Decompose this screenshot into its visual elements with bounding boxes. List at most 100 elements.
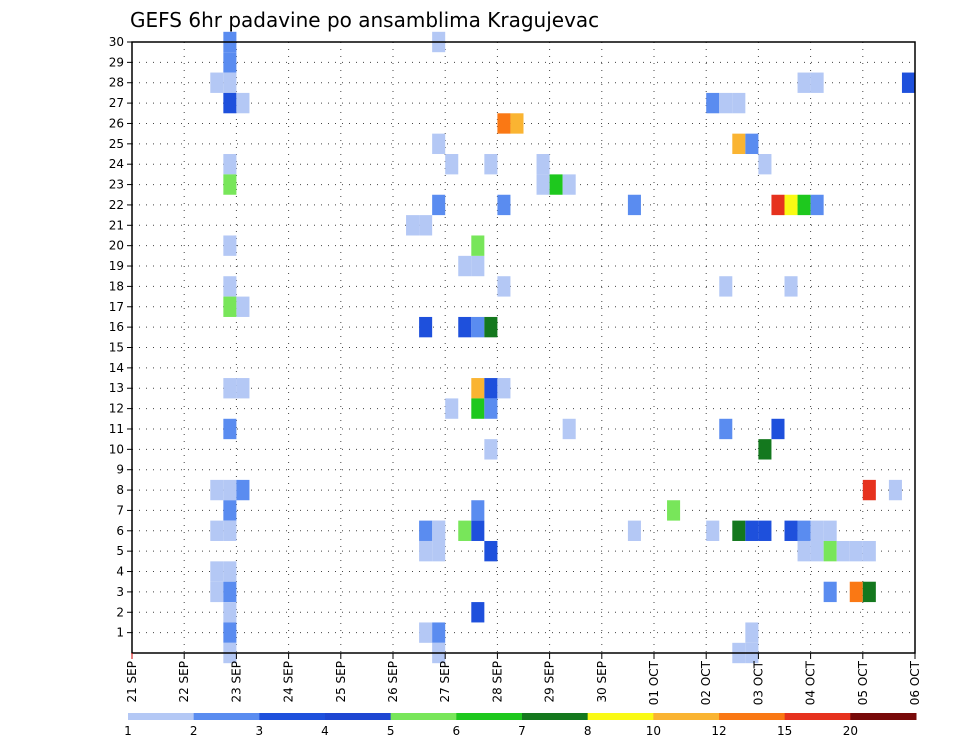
cell [627, 194, 641, 216]
cell [419, 520, 433, 541]
cell [458, 316, 472, 338]
cell [223, 235, 237, 256]
cell [745, 133, 759, 155]
cell [810, 72, 824, 93]
y-tick-label: 30 [109, 35, 124, 49]
y-tick-label: 2 [116, 605, 124, 619]
cell [862, 581, 876, 603]
cell [223, 174, 237, 195]
y-tick-label: 15 [109, 341, 124, 355]
x-tick-label: 05 OCT [856, 660, 870, 705]
x-tick-label: 22 SEP [177, 661, 191, 703]
y-tick-label: 12 [109, 402, 124, 416]
cell [771, 194, 785, 216]
cell [445, 398, 459, 419]
cell [210, 561, 224, 582]
cell [797, 540, 811, 562]
cell [432, 622, 446, 643]
y-tick-label: 5 [116, 544, 124, 558]
cell [510, 113, 524, 134]
colorbar-segment [653, 713, 720, 720]
y-axis: 1234567891011121314151617181920212223242… [109, 35, 132, 640]
colorbar-segment [784, 713, 851, 720]
colorbar-segment [522, 713, 589, 720]
cell [223, 296, 237, 317]
cell [223, 72, 237, 93]
cell [484, 398, 498, 419]
y-tick-label: 16 [109, 320, 124, 334]
x-tick-label: 04 OCT [804, 660, 818, 705]
cell [562, 418, 576, 440]
cell [732, 133, 746, 155]
cell [849, 540, 863, 562]
y-tick-label: 6 [116, 524, 124, 538]
cell [223, 418, 237, 440]
colorbar-label: 8 [584, 724, 592, 738]
cell [210, 520, 224, 541]
cell [210, 479, 224, 501]
cell [432, 194, 446, 216]
cell [497, 113, 511, 134]
colorbar-label: 5 [387, 724, 395, 738]
colorbar-label: 2 [190, 724, 198, 738]
y-tick-label: 28 [109, 76, 124, 90]
cell [784, 276, 798, 297]
cell [223, 602, 237, 623]
cell [484, 540, 498, 562]
cell [627, 520, 641, 541]
cell [419, 316, 433, 338]
cell [771, 418, 785, 440]
x-tick-label: 27 SEP [438, 661, 452, 703]
y-tick-label: 26 [109, 116, 124, 130]
cell [732, 92, 746, 114]
colorbar-segment [128, 713, 195, 720]
x-tick-label: 24 SEP [282, 661, 296, 703]
cell [471, 398, 485, 419]
colorbar-label: 4 [321, 724, 329, 738]
colorbar-segment [325, 713, 392, 720]
cell [888, 479, 902, 501]
colorbar-label: 15 [777, 724, 792, 738]
y-tick-label: 8 [116, 483, 124, 497]
cell [758, 439, 772, 460]
cell [719, 92, 733, 114]
x-tick-label: 29 SEP [543, 661, 557, 703]
cell [497, 194, 511, 216]
cell [471, 602, 485, 623]
x-tick-label: 21 SEP [125, 661, 139, 703]
y-tick-label: 1 [116, 626, 124, 640]
x-axis: 21 SEP 22 SEP 23 SEP 24 SEP 25 SEP 26 SEP 27 S… [125, 653, 922, 705]
cell [210, 72, 224, 93]
colorbar-segment [850, 713, 917, 720]
cell [445, 154, 459, 175]
cell [210, 581, 224, 603]
cell [823, 540, 837, 562]
cell [862, 479, 876, 501]
y-tick-label: 18 [109, 279, 124, 293]
cell [236, 479, 250, 501]
cell [667, 500, 681, 521]
colorbar: 1 2 3 4 5 6 7 8 10 12 15 20 [124, 713, 917, 738]
cell [223, 581, 237, 603]
cell [432, 133, 446, 155]
cell [458, 255, 472, 277]
cell [471, 255, 485, 277]
cell [223, 276, 237, 297]
y-tick-label: 14 [109, 361, 124, 375]
colorbar-label: 7 [518, 724, 526, 738]
y-tick-label: 20 [109, 239, 124, 253]
cell [471, 316, 485, 338]
cell [497, 378, 511, 399]
cell [458, 520, 472, 541]
cell [471, 500, 485, 521]
cell [471, 235, 485, 256]
x-tick-label: 01 OCT [647, 660, 661, 705]
cell [484, 378, 498, 399]
cell [836, 540, 850, 562]
cell [419, 540, 433, 562]
y-tick-label: 19 [109, 259, 124, 273]
cell [484, 439, 498, 460]
colorbar-segment [193, 713, 260, 720]
cell [758, 154, 772, 175]
cell [223, 500, 237, 521]
